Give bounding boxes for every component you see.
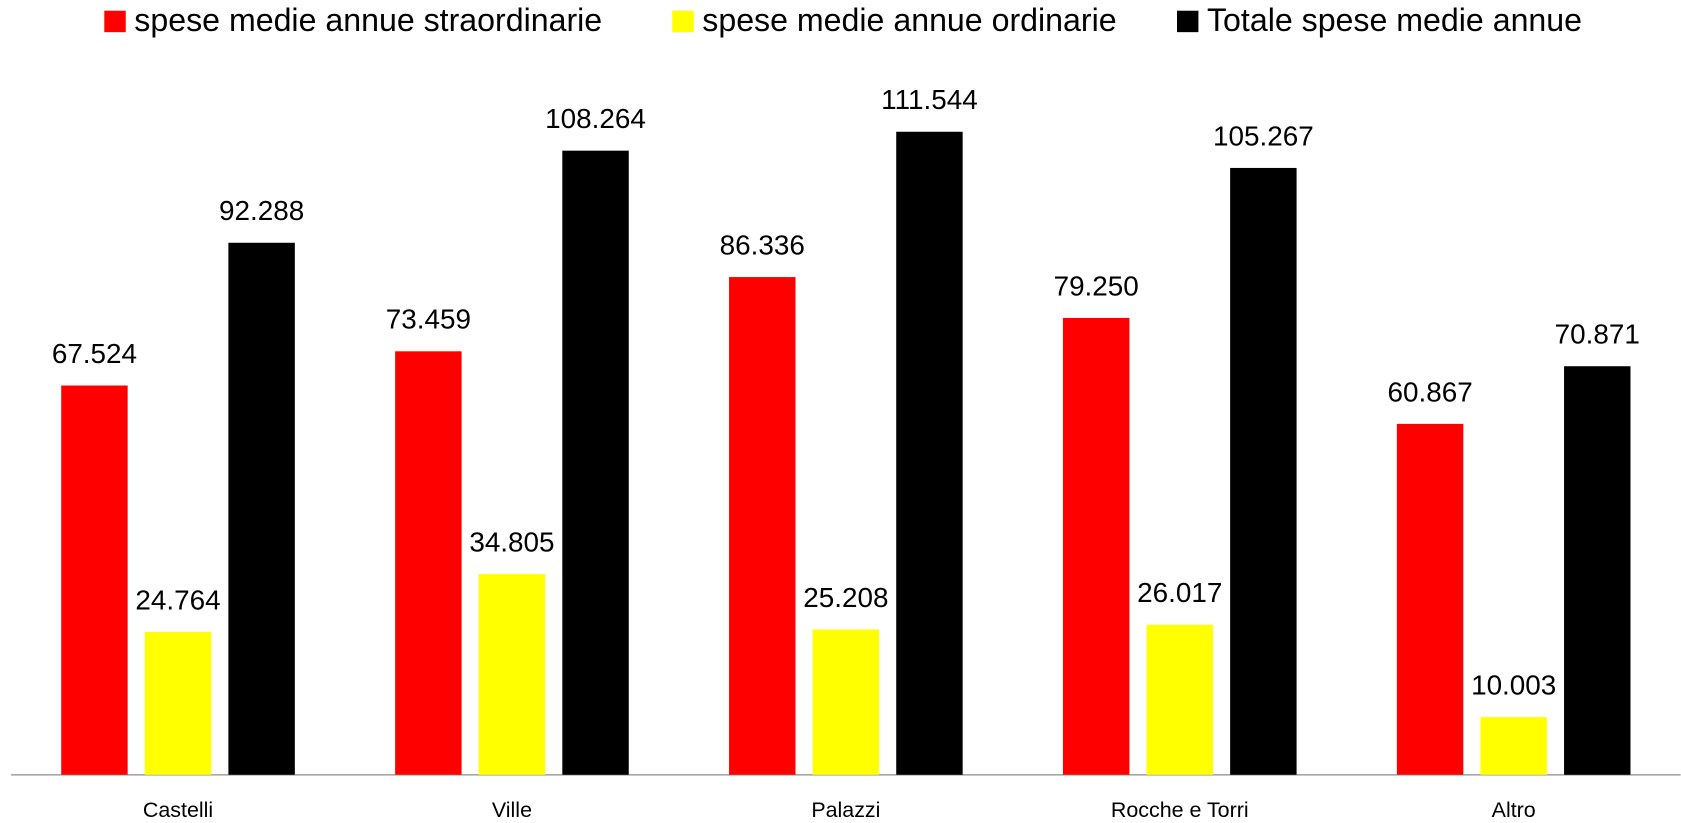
bar bbox=[812, 629, 880, 775]
x-tick-label: Rocche e Torri bbox=[1111, 798, 1249, 822]
x-tick-label: Palazzi bbox=[811, 798, 880, 822]
bar bbox=[1062, 317, 1130, 775]
x-tick-label: Ville bbox=[492, 798, 532, 822]
data-label: 24.764 bbox=[135, 584, 220, 615]
bar bbox=[478, 574, 546, 775]
legend-label: spese medie annue ordinarie bbox=[702, 2, 1116, 38]
bar bbox=[729, 277, 796, 775]
data-label: 111.544 bbox=[881, 84, 978, 115]
data-label: 60.867 bbox=[1387, 376, 1472, 407]
bar bbox=[896, 131, 963, 775]
data-label: 92.288 bbox=[219, 195, 304, 226]
x-tick-label: Castelli bbox=[143, 798, 213, 822]
data-label: 67.524 bbox=[52, 338, 137, 369]
bar bbox=[1564, 366, 1631, 775]
bar bbox=[1146, 624, 1213, 775]
bar bbox=[1230, 167, 1297, 775]
x-tick-label: Altro bbox=[1492, 798, 1536, 822]
legend-label: Totale spese medie annue bbox=[1207, 2, 1582, 38]
legend-swatch bbox=[1176, 10, 1199, 33]
bar bbox=[562, 150, 629, 775]
legend-swatch bbox=[672, 10, 694, 33]
data-label: 10.003 bbox=[1471, 669, 1556, 700]
data-label: 105.267 bbox=[1213, 120, 1314, 151]
bar bbox=[1396, 423, 1464, 775]
data-label: 108.264 bbox=[545, 103, 646, 134]
data-label: 34.805 bbox=[469, 526, 554, 557]
legend-label: spese medie annue straordinarie bbox=[134, 2, 602, 38]
data-label: 26.017 bbox=[1137, 577, 1222, 608]
data-label: 86.336 bbox=[720, 229, 805, 260]
data-label: 73.459 bbox=[386, 304, 471, 335]
bar bbox=[1480, 717, 1547, 775]
bar bbox=[61, 385, 128, 775]
data-label: 79.250 bbox=[1054, 270, 1139, 301]
bar bbox=[144, 632, 212, 775]
bar bbox=[228, 242, 295, 775]
legend-swatch bbox=[104, 10, 126, 33]
data-label: 70.871 bbox=[1555, 319, 1640, 350]
data-label: 25.208 bbox=[803, 582, 888, 613]
bar bbox=[395, 351, 462, 775]
